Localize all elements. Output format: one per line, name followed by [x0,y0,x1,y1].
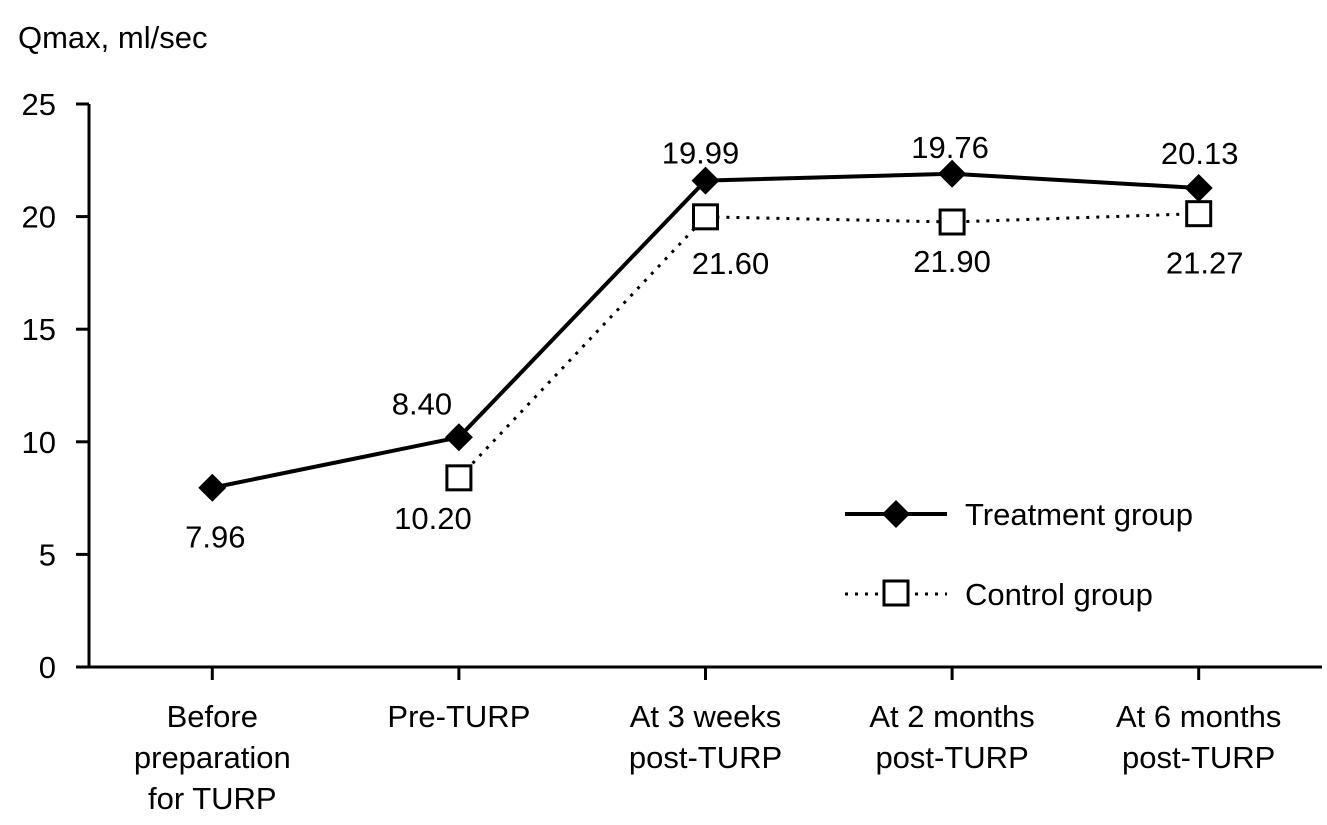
y-axis-tick-label: 15 [22,312,56,347]
data-point-label: 8.40 [392,386,452,421]
x-axis-category-label: preparation [134,740,291,775]
control-square-marker [692,203,719,231]
y-axis-tick-label: 10 [22,425,56,460]
data-point-label: 19.76 [911,130,989,165]
x-axis-category-label: At 2 months [869,699,1034,734]
y-axis-tick-label: 5 [39,537,56,572]
data-point-label: 21.60 [692,246,770,281]
x-axis-category-label: post-TURP [629,740,782,775]
data-point-label: 21.90 [913,244,991,279]
legend-treatment-diamond-icon [882,500,910,528]
treatment-diamond-marker [691,166,720,195]
y-axis-tick-label: 0 [39,650,56,685]
x-axis-category-label: Before [167,699,258,734]
control-square-marker [938,208,966,236]
y-axis-tick-label: 20 [22,200,56,235]
plot-area: 0 5 10 15 20 25 Before preparation for TURP Pre-T… [22,87,1322,816]
data-point-label: 20.13 [1161,136,1239,171]
control-square-marker [1185,200,1213,228]
treatment-diamond-marker [1184,173,1213,202]
legend-control-square-icon [882,579,910,607]
x-axis-category-label: for TURP [148,781,277,816]
data-point-label: 21.27 [1166,246,1244,281]
data-point-label: 10.20 [394,501,472,536]
legend: Treatment group Control group [845,497,1193,612]
x-axis-category-label: At 6 months [1116,699,1281,734]
legend-control-label: Control group [965,577,1153,612]
x-axis-category-label: post-TURP [1122,740,1275,775]
chart-title: Qmax, ml/sec [18,20,207,55]
x-axis-category-label: post-TURP [875,740,1028,775]
control-square-marker [445,464,473,492]
legend-treatment-label: Treatment group [965,497,1193,532]
treatment-diamond-marker [198,473,227,502]
data-point-label: 19.99 [662,136,740,171]
treatment-diamond-marker [938,159,967,188]
x-axis-category-label: At 3 weeks [630,699,782,734]
treatment-diamond-marker [444,423,473,452]
y-axis-tick-label: 25 [22,87,56,122]
x-axis-category-label: Pre-TURP [387,699,530,734]
series-line-control [457,212,1199,479]
data-point-label: 7.96 [185,520,245,555]
